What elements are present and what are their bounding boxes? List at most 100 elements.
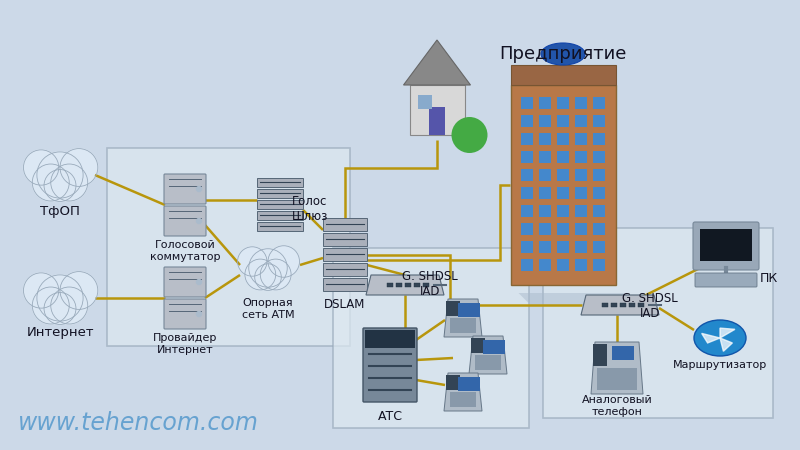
Bar (483, 340, 505, 354)
Circle shape (268, 246, 299, 277)
Circle shape (249, 249, 287, 287)
Bar (521, 169, 533, 181)
Bar (543, 228, 773, 418)
Bar (593, 205, 605, 217)
Text: ТфОП: ТфОП (40, 205, 80, 218)
Text: G. SHDSL
IAD: G. SHDSL IAD (402, 270, 458, 298)
Bar (450, 318, 476, 333)
Bar (475, 355, 501, 370)
Bar (521, 151, 533, 163)
Circle shape (451, 117, 487, 153)
Circle shape (238, 247, 267, 276)
Circle shape (197, 279, 202, 284)
Bar (620, 303, 626, 307)
Bar (574, 133, 586, 145)
Bar (557, 259, 569, 271)
Bar (593, 241, 605, 253)
Circle shape (23, 273, 58, 308)
Bar (574, 259, 586, 271)
Bar (458, 303, 480, 317)
Bar (538, 205, 550, 217)
Polygon shape (720, 328, 735, 338)
Bar (593, 97, 605, 109)
Bar (538, 241, 550, 253)
Circle shape (44, 292, 76, 324)
Bar (257, 199, 303, 209)
Circle shape (60, 272, 98, 310)
Bar (323, 278, 367, 291)
Bar (538, 187, 550, 199)
Bar (638, 303, 644, 307)
Bar (521, 259, 533, 271)
Bar (593, 259, 605, 271)
Bar (107, 148, 350, 346)
Bar (458, 377, 480, 391)
Bar (557, 151, 569, 163)
Bar (429, 107, 445, 135)
Bar (574, 115, 586, 127)
Text: DSLAM: DSLAM (324, 298, 366, 311)
Bar (574, 241, 586, 253)
Bar (538, 97, 550, 109)
Bar (521, 241, 533, 253)
Circle shape (60, 148, 98, 186)
Bar (323, 233, 367, 246)
Bar (521, 205, 533, 217)
Polygon shape (444, 299, 482, 337)
Bar (510, 85, 615, 285)
Bar (557, 223, 569, 235)
Bar (521, 223, 533, 235)
Circle shape (197, 186, 202, 192)
FancyBboxPatch shape (164, 174, 206, 204)
Bar (418, 95, 431, 109)
Text: Маршрутизатор: Маршрутизатор (673, 360, 767, 370)
Bar (574, 97, 586, 109)
Circle shape (37, 275, 83, 321)
FancyBboxPatch shape (363, 328, 417, 402)
Text: Голосовой
коммутатор: Голосовой коммутатор (150, 240, 220, 261)
Circle shape (197, 219, 202, 224)
Bar (323, 217, 367, 231)
Bar (538, 133, 550, 145)
Circle shape (260, 259, 291, 290)
Bar (593, 115, 605, 127)
Text: АТС: АТС (378, 410, 402, 423)
Bar (521, 97, 533, 109)
Polygon shape (444, 373, 482, 411)
Text: Аналоговый
телефон: Аналоговый телефон (582, 395, 652, 417)
FancyBboxPatch shape (695, 273, 757, 287)
Bar (593, 169, 605, 181)
Text: Предприятие: Предприятие (499, 45, 626, 63)
Bar (557, 115, 569, 127)
Bar (557, 133, 569, 145)
Bar (387, 283, 393, 287)
Polygon shape (702, 333, 720, 343)
Text: Провайдер
Интернет: Провайдер Интернет (153, 333, 217, 355)
Bar (257, 177, 303, 187)
Polygon shape (471, 338, 485, 353)
Bar (593, 133, 605, 145)
FancyBboxPatch shape (164, 206, 206, 236)
Polygon shape (581, 295, 659, 315)
Circle shape (245, 259, 276, 290)
Bar (538, 259, 550, 271)
FancyBboxPatch shape (164, 267, 206, 297)
Bar (396, 283, 402, 287)
Polygon shape (720, 338, 732, 351)
Circle shape (37, 152, 83, 198)
Bar (257, 221, 303, 231)
Circle shape (44, 170, 76, 202)
Polygon shape (366, 275, 444, 295)
Bar (700, 229, 752, 261)
Bar (612, 346, 634, 360)
Bar (521, 187, 533, 199)
Bar (557, 169, 569, 181)
Text: G. SHDSL
IAD: G. SHDSL IAD (622, 292, 678, 320)
Bar (423, 283, 429, 287)
Bar (574, 151, 586, 163)
Bar (574, 205, 586, 217)
Text: Интернет: Интернет (26, 326, 94, 339)
Circle shape (50, 287, 88, 324)
Bar (574, 169, 586, 181)
Bar (574, 187, 586, 199)
